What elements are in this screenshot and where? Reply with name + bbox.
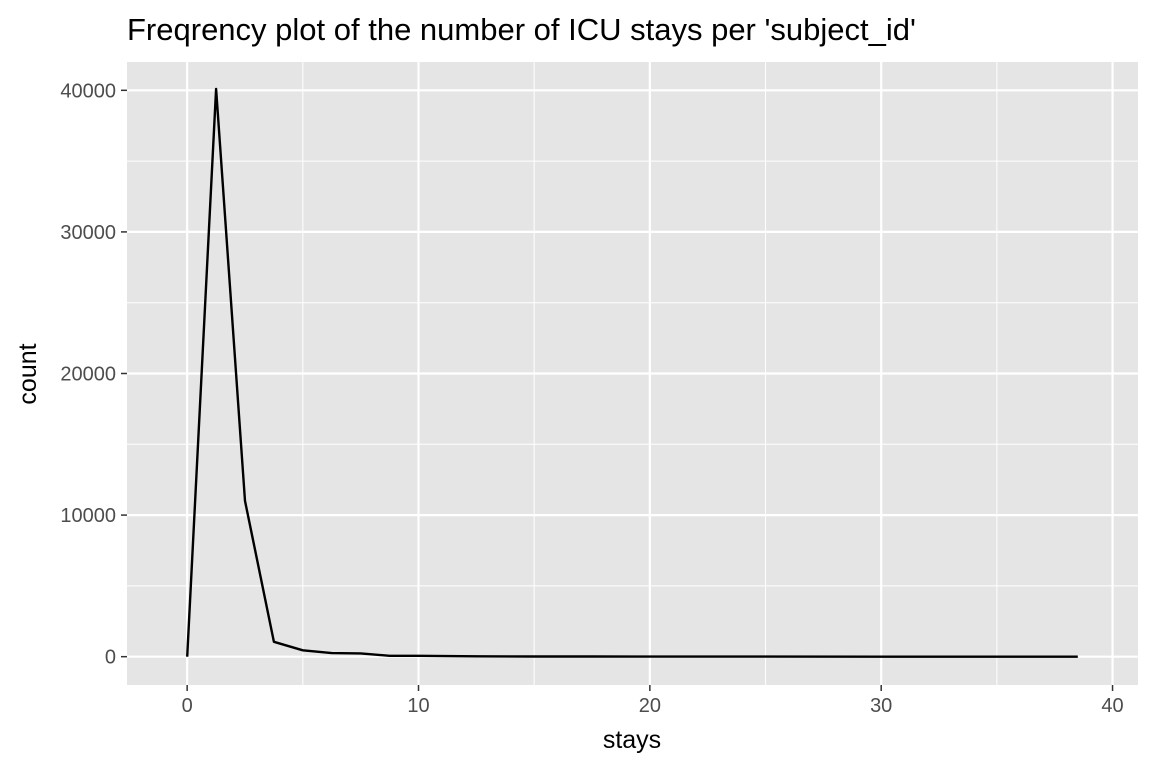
y-tick-label: 40000	[60, 80, 116, 102]
y-tick-label: 20000	[60, 364, 116, 386]
y-axis-title: count	[14, 343, 42, 404]
x-tick-label: 10	[407, 695, 429, 717]
x-axis-ticks: 0 10 20 30 40	[182, 685, 1124, 717]
chart-title: Freqrency plot of the number of ICU stay…	[127, 12, 916, 47]
series-line	[186, 87, 1078, 658]
series-layer	[186, 87, 1078, 658]
x-tick-label: 40	[1101, 695, 1123, 717]
y-axis-ticks: 0 10000 20000 30000 40000	[60, 80, 127, 669]
y-tick-label: 30000	[60, 222, 116, 244]
x-tick-label: 20	[639, 695, 661, 717]
x-tick-label: 0	[182, 695, 193, 717]
x-axis-title: stays	[603, 726, 661, 754]
x-tick-label: 30	[870, 695, 892, 717]
y-tick-label: 0	[105, 647, 116, 669]
y-tick-label: 10000	[60, 505, 116, 527]
